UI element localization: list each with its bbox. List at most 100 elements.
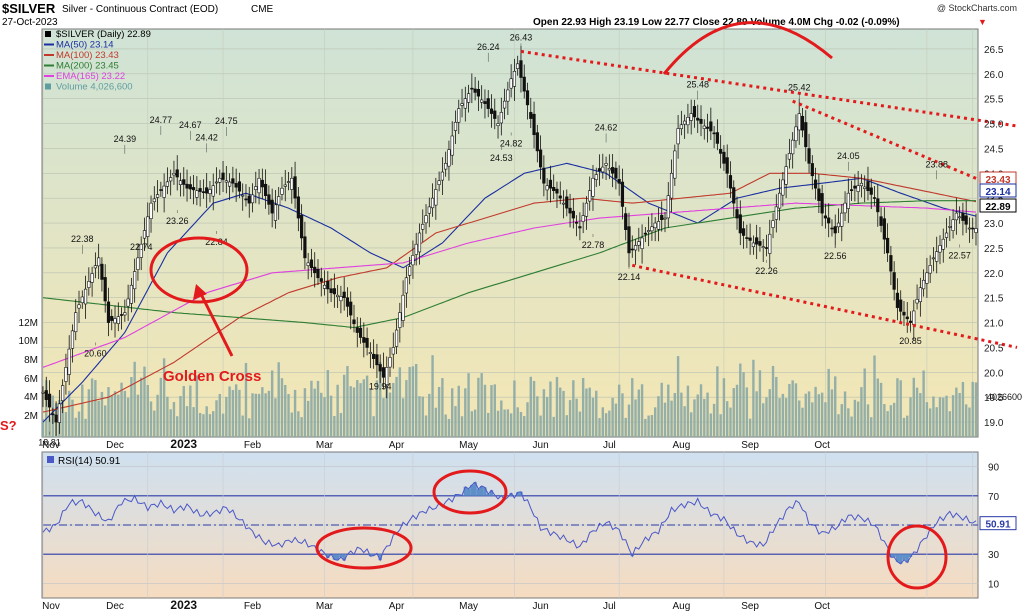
candle-body <box>633 245 638 251</box>
volume-bar <box>709 413 713 437</box>
volume-bar <box>948 411 952 437</box>
candle-body <box>928 265 932 274</box>
copyright: @ StockCharts.com <box>937 3 1017 13</box>
price-label: 22.84 <box>205 237 228 247</box>
price-tick-label: 26.5 <box>984 45 1004 56</box>
volume-bar <box>169 409 172 437</box>
candle-body <box>722 151 726 164</box>
candle-body <box>807 148 811 164</box>
candle-body <box>470 87 474 90</box>
candle-body <box>941 238 945 250</box>
price-label: 22.78 <box>582 240 605 250</box>
volume-bar <box>212 411 215 437</box>
volume-bar <box>64 412 68 437</box>
volume-bar <box>41 419 45 437</box>
candle-body <box>823 215 828 219</box>
candle-body <box>974 228 978 233</box>
volume-bar <box>735 384 739 437</box>
volume-bar <box>401 398 405 437</box>
rsi-tick-label: 30 <box>988 550 1000 561</box>
candle-body <box>97 257 101 267</box>
volume-bar <box>408 366 411 437</box>
candle-body <box>794 126 798 142</box>
volume-bar <box>509 413 513 437</box>
candle-body <box>67 348 71 375</box>
volume-bar <box>899 380 902 437</box>
candle-body <box>303 236 307 259</box>
price-label: 26.24 <box>477 42 500 52</box>
x-tick-label-bottom: Dec <box>106 601 124 611</box>
candle-body <box>201 191 206 193</box>
volume-bar <box>251 393 254 437</box>
volume-bar <box>100 391 104 437</box>
volume-bar <box>333 415 336 437</box>
candle-body <box>732 187 736 204</box>
candle-body <box>162 185 166 198</box>
candle-body <box>542 167 546 184</box>
candle-body <box>205 187 209 194</box>
candle-body <box>882 218 886 240</box>
candle-body <box>630 248 634 251</box>
candle-body <box>614 167 618 179</box>
candle-body <box>637 241 641 246</box>
candle-body <box>277 196 281 206</box>
volume-bar <box>424 415 428 437</box>
candle-body <box>853 185 857 189</box>
volume-bar <box>827 368 830 437</box>
volume-bar <box>778 398 781 437</box>
candle-body <box>683 120 687 125</box>
volume-bar <box>67 390 71 437</box>
candle-body <box>509 78 513 89</box>
current-value-text: 23.14 <box>985 187 1010 198</box>
volume-bar <box>712 403 716 437</box>
candle-body <box>234 183 238 188</box>
volume-bar <box>925 402 929 437</box>
candle-body <box>126 298 130 307</box>
price-label: 25.48 <box>686 80 709 90</box>
volume-bar <box>617 384 621 437</box>
volume-bar <box>483 384 487 437</box>
candle-body <box>768 233 772 254</box>
candle-body <box>627 226 631 254</box>
candle-body <box>142 230 147 239</box>
edge-fragment: S? <box>0 418 17 433</box>
candle-body <box>502 100 507 109</box>
candle-body <box>555 188 559 194</box>
volume-bar <box>650 415 654 437</box>
candle-body <box>647 230 651 233</box>
candle-body <box>241 194 245 197</box>
volume-bar <box>762 403 765 437</box>
candle-body <box>381 367 386 378</box>
volume-bar <box>277 362 280 437</box>
price-label: 24.62 <box>595 122 618 132</box>
volume-bar <box>346 366 349 437</box>
volume-tick-label: 12M <box>19 318 38 329</box>
trendline-dotted <box>631 263 1018 349</box>
candle-body <box>876 198 880 213</box>
candle-body <box>640 237 644 249</box>
moving-average-line <box>42 162 977 423</box>
volume-bar <box>90 378 94 437</box>
candle-body <box>715 132 719 144</box>
volume-bar <box>493 384 496 437</box>
candle-body <box>385 367 389 385</box>
volume-bar <box>964 404 968 437</box>
volume-bar <box>395 376 398 437</box>
volume-bar <box>133 361 136 437</box>
volume-bar <box>604 413 608 437</box>
current-value-tag <box>979 198 1017 213</box>
candle-body <box>221 172 225 180</box>
volume-bar <box>585 388 588 437</box>
candle-body <box>198 188 202 192</box>
price-label: 26.43 <box>510 32 533 42</box>
volume-tick-label: 10M <box>19 336 38 347</box>
volume-bar <box>693 399 696 437</box>
candle-body <box>748 237 752 241</box>
volume-bar <box>928 408 932 437</box>
candle-body <box>696 117 700 121</box>
volume-bar <box>228 386 231 437</box>
volume-bar <box>840 404 843 437</box>
candle-body <box>604 163 608 166</box>
candle-body <box>506 89 510 102</box>
price-label: 22.57 <box>948 250 971 260</box>
